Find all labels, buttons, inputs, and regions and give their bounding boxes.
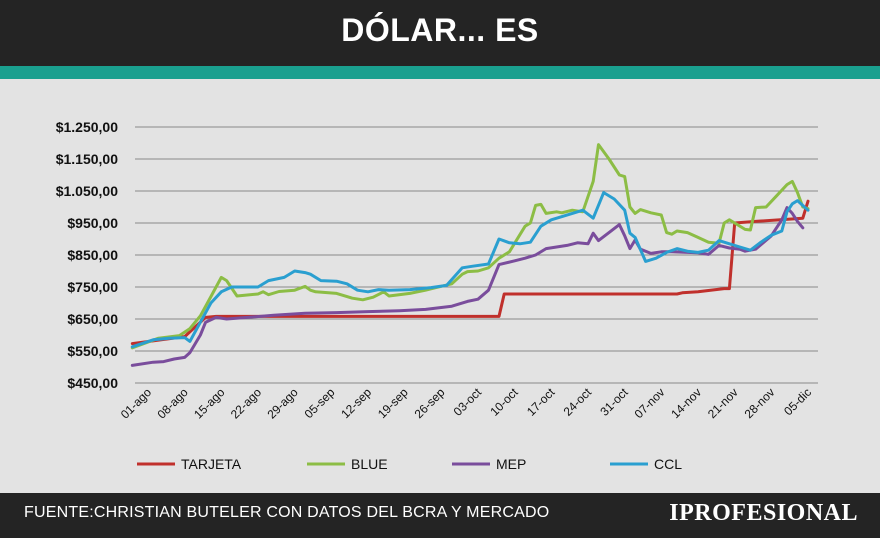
brand-logo: IPROFESIONAL bbox=[669, 500, 858, 526]
y-tick-label: $1.050,00 bbox=[56, 183, 118, 199]
y-tick-label: $550,00 bbox=[67, 343, 118, 359]
gridlines bbox=[135, 126, 818, 384]
y-tick-label: $850,00 bbox=[67, 247, 118, 263]
x-tick-label: 12-sep bbox=[338, 385, 374, 421]
x-tick-label: 19-sep bbox=[375, 385, 411, 421]
x-tick-label: 17-oct bbox=[524, 385, 558, 419]
legend-label-blue: BLUE bbox=[351, 456, 388, 472]
x-tick-label: 21-nov bbox=[705, 385, 741, 421]
x-axis: 01-ago 08-ago 15-ago 22-ago 29-ago 05-sep 12-s… bbox=[118, 385, 814, 422]
footer-bar: FUENTE:CHRISTIAN BUTELER CON DATOS DEL B… bbox=[0, 493, 880, 538]
y-tick-label: $950,00 bbox=[67, 215, 118, 231]
series-lines bbox=[130, 143, 810, 367]
x-tick-label: 07-nov bbox=[632, 385, 668, 421]
x-tick-label: 14-nov bbox=[668, 385, 704, 421]
series-line-blue bbox=[130, 143, 810, 350]
header-bar: DÓLAR... ES bbox=[0, 0, 880, 66]
y-tick-label: $450,00 bbox=[67, 375, 118, 391]
y-tick-label: $1.250,00 bbox=[56, 119, 118, 135]
x-tick-label: 05-dic bbox=[781, 385, 814, 418]
chart-area: $450,00 $550,00 $650,00 $750,00 $850,00 $950,… bbox=[0, 79, 880, 493]
x-tick-label: 22-ago bbox=[228, 385, 265, 422]
chart-title: DÓLAR... ES bbox=[341, 12, 539, 48]
x-tick-label: 24-oct bbox=[561, 385, 595, 419]
y-axis: $450,00 $550,00 $650,00 $750,00 $850,00 $950,… bbox=[56, 119, 119, 391]
x-tick-label: 08-ago bbox=[154, 385, 191, 422]
accent-bar bbox=[0, 66, 880, 79]
legend-label-ccl: CCL bbox=[654, 456, 682, 472]
y-tick-label: $650,00 bbox=[67, 311, 118, 327]
series-line-mep bbox=[130, 206, 805, 367]
series-line-ccl bbox=[130, 191, 810, 349]
x-tick-label: 28-nov bbox=[742, 385, 778, 421]
legend-label-mep: MEP bbox=[496, 456, 526, 472]
x-tick-label: 01-ago bbox=[118, 385, 155, 422]
y-tick-label: $1.150,00 bbox=[56, 151, 118, 167]
legend-label-tarjeta: TARJETA bbox=[181, 456, 242, 472]
x-tick-label: 05-sep bbox=[302, 385, 338, 421]
x-tick-label: 03-oct bbox=[451, 385, 485, 419]
x-tick-label: 10-oct bbox=[487, 385, 521, 419]
x-tick-label: 15-ago bbox=[191, 385, 228, 422]
legend: TARJETA BLUE MEP CCL bbox=[137, 456, 682, 472]
y-tick-label: $750,00 bbox=[67, 279, 118, 295]
x-tick-label: 26-sep bbox=[412, 385, 448, 421]
source-note: FUENTE:CHRISTIAN BUTELER CON DATOS DEL B… bbox=[24, 504, 550, 521]
line-chart: $450,00 $550,00 $650,00 $750,00 $850,00 $950,… bbox=[56, 119, 818, 472]
x-tick-label: 31-oct bbox=[597, 385, 631, 419]
x-tick-label: 29-ago bbox=[264, 385, 301, 422]
